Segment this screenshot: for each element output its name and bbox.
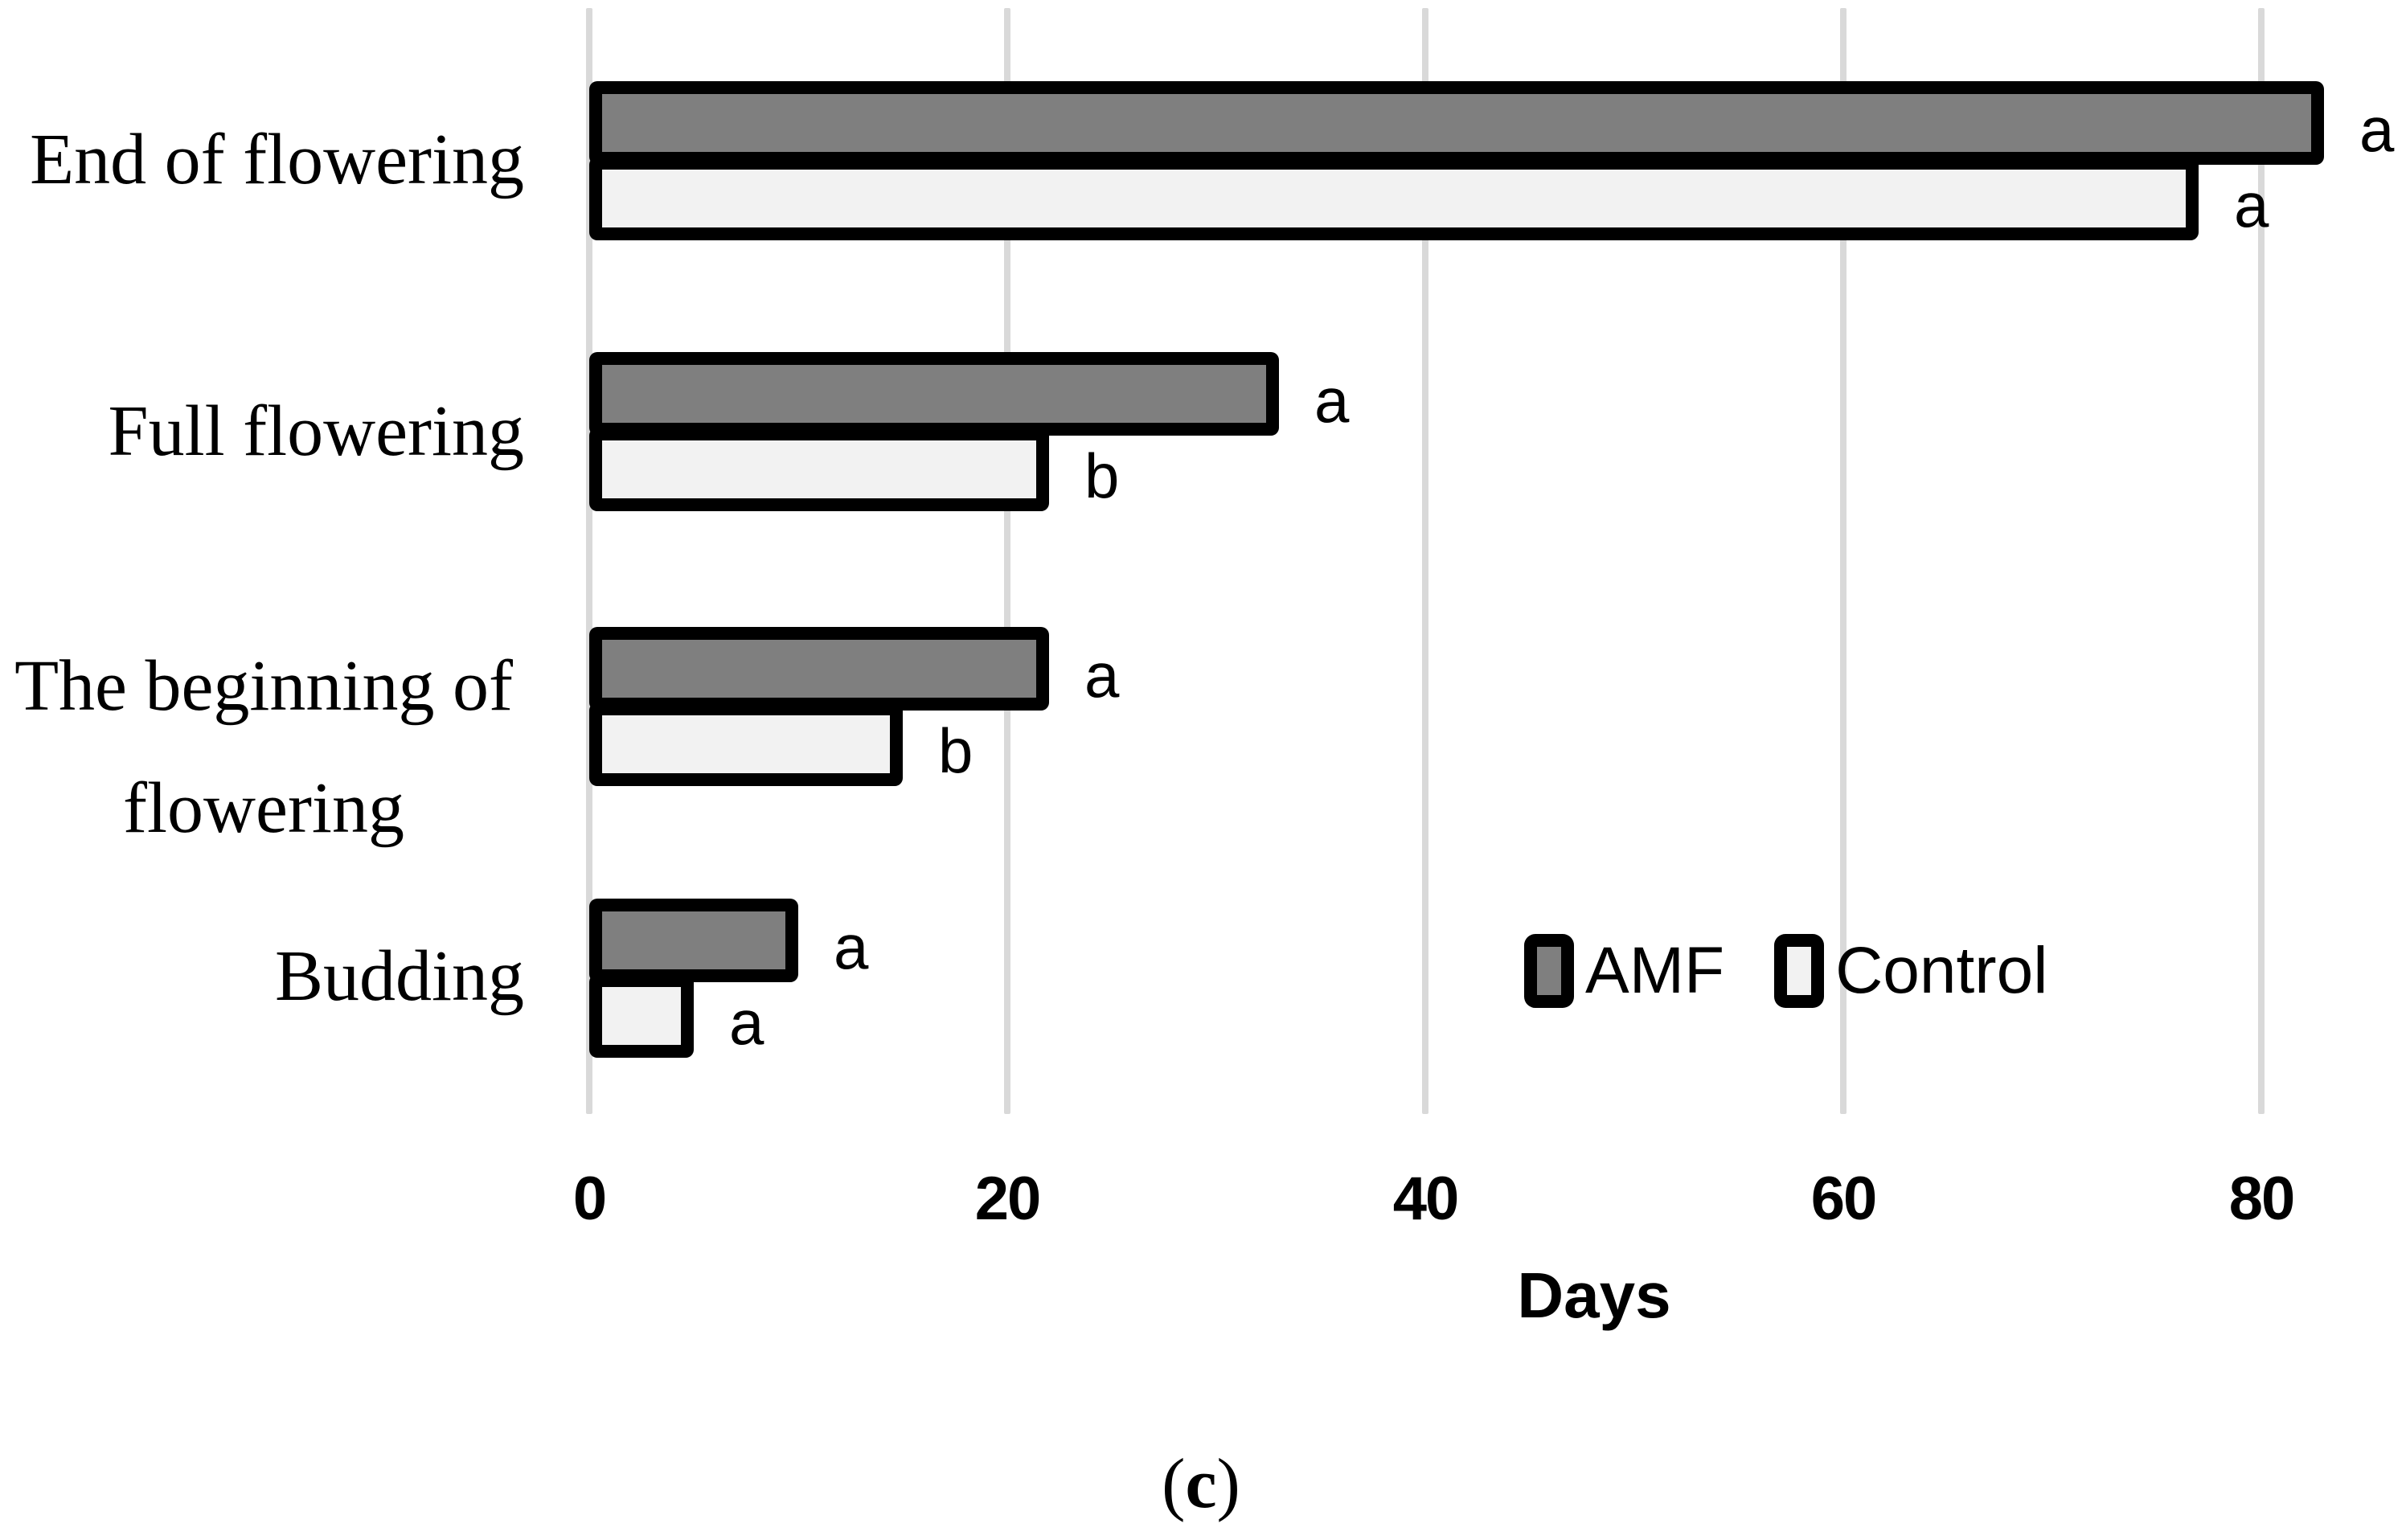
significance-letter: a (834, 911, 869, 982)
amf-bar (589, 352, 1279, 436)
category-label: Full flowering (0, 371, 527, 493)
category-label: End of flowering (0, 99, 527, 221)
significance-letter: a (2234, 170, 2269, 240)
control-bar (589, 157, 2199, 240)
category-label-line: Budding (274, 936, 524, 1016)
legend-label-amf: AMF (1585, 934, 1725, 1007)
x-tick-label: 40 (1392, 1165, 1460, 1233)
category-label-line: End of flowering (30, 120, 524, 199)
control-bar (589, 702, 903, 786)
legend-label-control: Control (1835, 934, 2048, 1007)
gridline (1840, 8, 1847, 1114)
significance-letter: a (1314, 365, 1350, 436)
gridline (2258, 8, 2265, 1114)
category-label-line: flowering (123, 768, 404, 848)
x-tick-label: 80 (2228, 1165, 2296, 1233)
significance-letter: a (729, 987, 764, 1058)
legend-swatch-control (1774, 934, 1825, 1008)
x-axis-title: Days (1517, 1259, 1671, 1331)
significance-letter: a (1084, 640, 1120, 711)
x-tick-label: 0 (572, 1165, 607, 1233)
amf-bar (589, 627, 1049, 711)
gridline (586, 8, 592, 1114)
legend-swatch-amf (1524, 934, 1574, 1008)
category-label-line: Full flowering (108, 391, 524, 471)
amf-bar (589, 899, 798, 982)
gridline (1004, 8, 1010, 1114)
caption-paren-open: ( (1162, 1445, 1186, 1523)
gridline (1422, 8, 1428, 1114)
subfigure-caption: (c) (1162, 1444, 1240, 1525)
category-label: The beginning of flowering (0, 625, 527, 870)
control-bar (589, 974, 694, 1058)
category-label: Budding (0, 915, 527, 1038)
control-bar (589, 428, 1049, 511)
significance-letter: b (938, 715, 973, 786)
caption-letter: c (1185, 1445, 1217, 1523)
amf-bar (589, 81, 2324, 165)
caption-paren-close: ) (1216, 1445, 1240, 1523)
category-label-line: The beginning of (14, 646, 513, 726)
significance-letter: b (1084, 440, 1120, 511)
x-tick-label: 20 (974, 1165, 1042, 1233)
legend: AMF Control (1524, 934, 2047, 1008)
x-tick-label: 60 (1810, 1165, 1878, 1233)
significance-letter: a (2359, 94, 2395, 165)
